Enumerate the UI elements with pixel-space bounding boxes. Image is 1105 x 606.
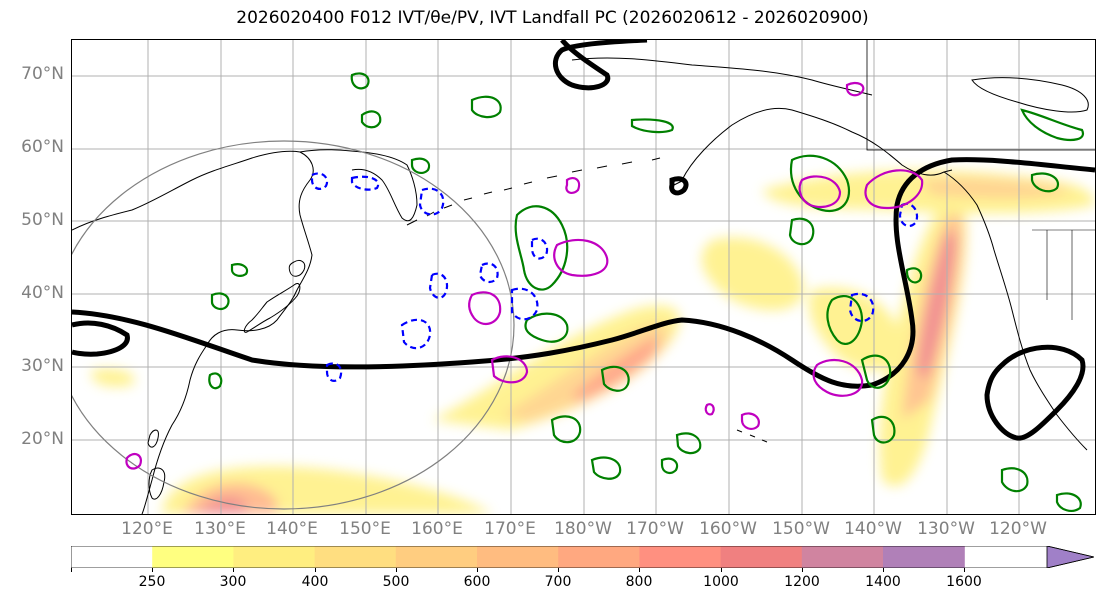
lon-label-150e: 150°E	[339, 519, 391, 539]
colorbar-segment	[477, 546, 559, 568]
lon-label-150w: 150°W	[772, 519, 830, 539]
cb-label-400: 400	[301, 574, 329, 590]
cb-tick	[639, 568, 640, 572]
colorbar-segment	[720, 546, 803, 568]
map-title: 2026020400 F012 IVT/θe/PV, IVT Landfall …	[236, 8, 869, 28]
ivt-colorbar	[71, 546, 1094, 568]
colorbar-segment	[883, 546, 965, 568]
lon-label-160w: 160°W	[699, 519, 757, 539]
map-panel	[71, 39, 1096, 515]
lat-label-50n: 50°N	[21, 210, 64, 230]
green-contours	[208, 72, 1085, 512]
alaska-coast	[681, 107, 953, 181]
colorbar-segment	[558, 546, 640, 568]
blue-dashed-contours	[310, 172, 919, 382]
cb-label-250: 250	[138, 574, 166, 590]
ivt-shading	[91, 170, 1095, 514]
colorbar-segment	[395, 546, 478, 568]
cb-label-1200: 1200	[784, 574, 820, 590]
thick-contours	[72, 40, 1095, 441]
lon-label-140w: 140°W	[844, 519, 902, 539]
cb-tick	[315, 568, 316, 572]
map-canvas	[72, 40, 1095, 514]
lon-label-140e: 140°E	[266, 519, 318, 539]
range-circle	[72, 140, 515, 510]
lon-label-180w: 180°W	[554, 519, 612, 539]
lat-label-70n: 70°N	[21, 64, 64, 84]
cb-tick	[71, 568, 72, 572]
cb-label-800: 800	[625, 574, 653, 590]
cb-tick	[721, 568, 722, 572]
colorbar-segment	[639, 546, 722, 568]
cb-label-1000: 1000	[703, 574, 739, 590]
asia-coast	[72, 150, 314, 514]
cb-label-1400: 1400	[865, 574, 901, 590]
cb-tick	[396, 568, 397, 572]
colorbar-segment	[71, 546, 153, 568]
cb-label-700: 700	[544, 574, 572, 590]
cb-label-600: 600	[463, 574, 491, 590]
colorbar-segment	[801, 546, 884, 568]
lat-label-20n: 20°N	[21, 429, 64, 449]
magenta-contours	[125, 81, 924, 470]
cb-tick	[152, 568, 153, 572]
lat-label-30n: 30°N	[21, 356, 64, 376]
colorbar-extend-arrow	[1046, 546, 1094, 568]
cb-label-500: 500	[382, 574, 410, 590]
japan-coast	[243, 282, 301, 333]
lon-label-130e: 130°E	[194, 519, 246, 539]
graticule	[72, 40, 1095, 514]
lon-label-170e: 170°E	[484, 519, 536, 539]
lat-label-60n: 60°N	[21, 137, 64, 157]
na-west-coast	[943, 171, 1088, 451]
colorbar-segment	[152, 546, 234, 568]
cb-tick	[802, 568, 803, 572]
lat-label-40n: 40°N	[21, 283, 64, 303]
cb-tick	[233, 568, 234, 572]
colorbar-segment	[233, 546, 316, 568]
cb-tick	[964, 568, 965, 572]
cb-tick	[883, 568, 884, 572]
lon-label-130w: 130°W	[917, 519, 975, 539]
cb-label-1600: 1600	[946, 574, 982, 590]
lon-label-160e: 160°E	[411, 519, 463, 539]
cb-tick	[558, 568, 559, 572]
aleutian-islands	[406, 157, 685, 226]
cb-tick	[477, 568, 478, 572]
kamchatka-coast	[299, 149, 418, 222]
cb-label-300: 300	[219, 574, 247, 590]
lon-label-120w: 120°W	[989, 519, 1047, 539]
lon-label-170w: 170°W	[626, 519, 684, 539]
colorbar-segment	[314, 546, 397, 568]
lon-label-120e: 120°E	[121, 519, 173, 539]
